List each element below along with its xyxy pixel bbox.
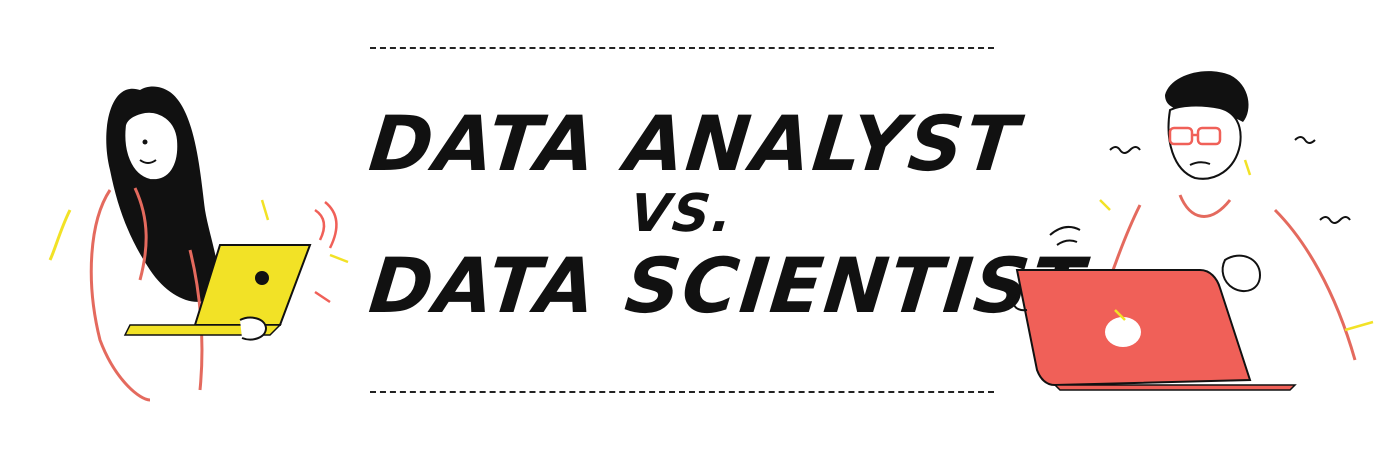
squiggle-1: [1109, 146, 1141, 154]
jacket-outline: [89, 189, 151, 402]
title-block: DATA ANALYST VS. DATA SCIENTIST: [365, 99, 1089, 340]
jacket-lapel: [133, 187, 148, 281]
shirt-collar: [1178, 194, 1232, 218]
spark-2: [324, 201, 338, 249]
squiggle-2: [1294, 136, 1316, 144]
woman-laptop-illustration: [48, 86, 349, 402]
spark-4: [260, 199, 270, 221]
spark-y2: [1243, 159, 1252, 176]
squiggle-3: [1319, 216, 1351, 224]
man-hair: [1165, 71, 1249, 122]
hand-shape: [239, 316, 268, 341]
face-shape: [123, 110, 180, 182]
man-left-hand: [1012, 294, 1028, 312]
sound-arc-1: [1049, 225, 1081, 236]
red-laptop-logo: [1105, 317, 1141, 347]
title-line-data-scientist: DATA SCIENTIST: [365, 241, 1090, 330]
spark-y1: [1099, 199, 1111, 211]
spark-y4: [1114, 309, 1126, 321]
shirt-right: [1273, 208, 1357, 361]
woman-smile: [139, 159, 157, 164]
man-laptop-illustration: [1012, 71, 1374, 391]
laptop-logo-dot: [255, 271, 269, 285]
spark-y3: [1344, 320, 1374, 332]
title-line-vs: VS.: [627, 184, 737, 244]
sound-arc-2: [1056, 239, 1078, 246]
spark-3: [329, 253, 349, 264]
shirt-left: [1111, 204, 1142, 271]
man-face: [1167, 104, 1242, 180]
woman-eye: [142, 139, 148, 145]
man-fist: [1221, 254, 1262, 293]
bottom-dashed-divider: [370, 391, 994, 393]
shoulder-accent: [48, 209, 72, 261]
red-laptop-base: [1053, 384, 1297, 391]
spark-5: [314, 290, 331, 304]
title-line-data-analyst: DATA ANALYST: [365, 99, 1025, 188]
spark-1: [314, 208, 326, 241]
man-mouth: [1189, 161, 1211, 166]
top-dashed-divider: [370, 47, 994, 49]
